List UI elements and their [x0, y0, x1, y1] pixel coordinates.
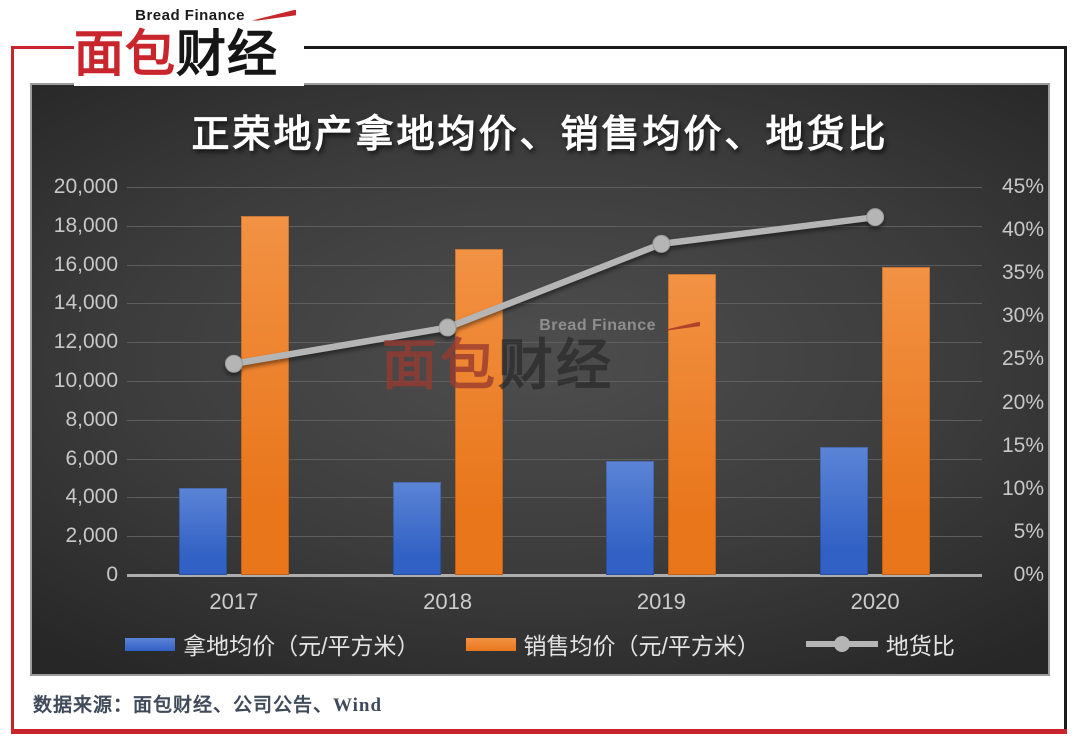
x-axis-category-label: 2019: [636, 589, 686, 614]
ratio-line: [230, 213, 879, 368]
gridline: [127, 225, 982, 227]
x-axis-category-label: 2018: [423, 589, 473, 614]
chart-legend: 拿地均价（元/平方米） 销售均价（元/平方米） 地货比: [32, 627, 1048, 661]
legend-label: 销售均价（元/平方米）: [523, 633, 760, 659]
legend-item: 销售均价（元/平方米）: [465, 627, 760, 661]
right-axis-tick-label: 15%: [1001, 433, 1044, 457]
right-axis-tick-label: 45%: [1001, 175, 1044, 198]
x-axis-line: [127, 574, 982, 577]
right-axis-tick-label: 5%: [1013, 519, 1044, 543]
bar-sale-price: [240, 216, 289, 575]
logo-cn-black: 财经: [176, 26, 278, 82]
frame-left-line: [11, 46, 14, 734]
x-axis-category-label: 2017: [209, 589, 259, 614]
logo-cn-red: 面包: [74, 26, 176, 82]
left-axis-tick-label: 20,000: [53, 175, 118, 198]
combo-chart: 正荣地产拿地均价、销售均价、地货比 0 2,000 4,000 6,000 8,000 1…: [30, 83, 1050, 676]
chart-title: 正荣地产拿地均价、销售均价、地货比: [191, 114, 889, 156]
left-axis-tick-label: 8,000: [65, 407, 118, 431]
left-axis-tick-label: 18,000: [53, 213, 118, 237]
legend-bar-swatch: [465, 637, 516, 651]
gridline: [127, 264, 982, 266]
legend-item: 地货比: [805, 627, 955, 661]
bread-finance-logo: Bread Finance 面包财经: [74, 4, 304, 86]
gridline: [127, 458, 982, 460]
legend-bar-swatch: [125, 637, 176, 651]
right-axis-tick-label: 25%: [1001, 347, 1044, 371]
gridline: [127, 536, 982, 538]
left-axis-tick-label: 4,000: [65, 485, 118, 509]
gridline: [127, 497, 982, 499]
left-axis-tick-label: 10,000: [53, 369, 118, 392]
right-axis-tick-label: 35%: [1001, 261, 1044, 285]
bar-land-price: [820, 446, 869, 575]
legend-label: 拿地均价（元/平方米）: [183, 633, 420, 659]
logo-top-row: Bread Finance: [74, 4, 304, 26]
gridline: [127, 419, 982, 421]
left-axis-tick-label: 16,000: [53, 252, 118, 276]
gridline: [127, 381, 982, 382]
ratio-line-series: [224, 208, 885, 373]
x-axis-category-label: 2020: [850, 589, 900, 614]
left-axis-tick-label: 14,000: [53, 291, 118, 315]
logo-swoosh-icon: [252, 9, 296, 21]
ratio-line-marker: [652, 234, 671, 253]
frame-right-line: [1064, 46, 1067, 731]
logo-chinese-text: 面包财经: [74, 26, 304, 82]
legend-item: 拿地均价（元/平方米）: [125, 627, 420, 661]
bar-land-price: [392, 481, 441, 575]
frame-top-left-segment: [11, 46, 74, 49]
right-axis-tick-label: 30%: [1001, 304, 1044, 328]
frame-top-line: [297, 46, 1067, 49]
gridline: [127, 187, 982, 188]
left-axis-tick-label: 2,000: [65, 524, 118, 548]
right-axis-tick-label: 0%: [1013, 563, 1044, 586]
legend-label: 地货比: [885, 633, 955, 659]
bar-land-price: [178, 487, 227, 575]
bar-land-price: [606, 460, 655, 575]
legend-line-swatch: [805, 636, 878, 652]
ratio-line-marker: [438, 318, 457, 337]
logo-english-text: Bread Finance: [135, 6, 245, 24]
bar-sale-price: [454, 249, 503, 575]
right-axis-tick-label: 40%: [1001, 218, 1044, 242]
frame-bottom-line: [11, 729, 1067, 734]
bar-sale-price: [882, 266, 931, 575]
gridline: [127, 342, 982, 344]
left-axis-tick-label: 12,000: [53, 330, 118, 354]
data-source-text: 数据来源：面包财经、公司公告、Wind: [33, 695, 383, 716]
gridline: [127, 303, 982, 305]
ratio-line-marker: [224, 354, 243, 373]
legend-line-dot: [833, 636, 850, 652]
right-axis-tick-label: 10%: [1001, 476, 1044, 500]
right-axis-tick-label: 20%: [1001, 390, 1044, 414]
left-axis-tick-label: 6,000: [65, 446, 118, 470]
left-axis-tick-label: 0: [106, 563, 118, 586]
ratio-line-marker: [866, 208, 885, 227]
